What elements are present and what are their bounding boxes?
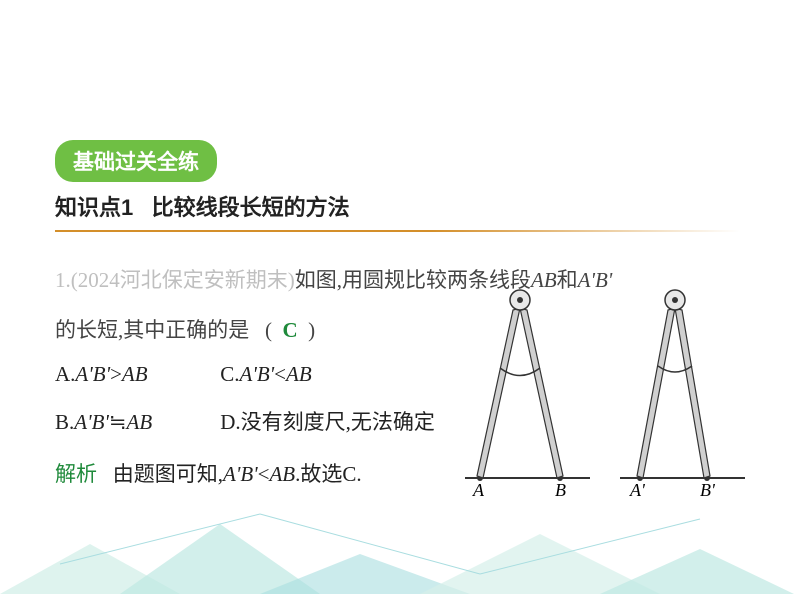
label-A: A	[472, 480, 485, 498]
analysis-label: 解析	[55, 463, 97, 486]
option-b: B.A'B'≒AB	[55, 398, 215, 446]
question-number: 1.	[55, 268, 71, 292]
opt-d-text: 没有刻度尺,无法确定	[241, 410, 435, 434]
label-Bprime: B'	[700, 480, 716, 498]
opt-b-rhs: AB	[127, 410, 153, 434]
opt-b-label: B.	[55, 410, 74, 434]
opt-b-rel: ≒	[109, 410, 127, 434]
section-badge: 基础过关全练	[55, 140, 217, 182]
knowledge-point-row: 知识点1 比较线段长短的方法	[55, 190, 739, 232]
right-compass: A' B'	[620, 290, 745, 498]
options-col-1: A.A'B'>AB B.A'B'≒AB	[55, 350, 215, 447]
answer-letter: C	[283, 318, 298, 342]
opt-c-lhs: A'B'	[240, 362, 275, 386]
opt-c-rel: <	[274, 362, 286, 386]
analysis-rel: <	[258, 462, 270, 486]
paren-close: )	[308, 318, 315, 342]
left-compass: A B	[465, 290, 590, 498]
section-badge-text: 基础过关全练	[73, 151, 199, 174]
analysis-row: 解析 由题图可知,A'B'<AB.故选C.	[55, 458, 362, 488]
kp-underline	[55, 230, 740, 232]
options-block: A.A'B'>AB B.A'B'≒AB C.A'B'<AB D.没有刻度尺,无法…	[55, 350, 435, 447]
opt-a-lhs: A'B'	[75, 362, 110, 386]
analysis-post: .故选C.	[295, 462, 362, 486]
label-Aprime: A'	[629, 480, 646, 498]
option-d: D.没有刻度尺,无法确定	[220, 398, 435, 446]
opt-a-rel: >	[110, 362, 122, 386]
analysis-lhs: A'B'	[223, 462, 258, 486]
opt-a-rhs: AB	[122, 362, 148, 386]
kp-text: 比较线段长短的方法	[152, 195, 350, 220]
opt-c-rhs: AB	[286, 362, 312, 386]
opt-c-label: C.	[220, 362, 239, 386]
analysis-pre: 由题图可知,	[113, 462, 223, 486]
opt-a-label: A.	[55, 362, 75, 386]
option-a: A.A'B'>AB	[55, 350, 215, 398]
question-source: (2024河北保定安新期末)	[71, 268, 295, 292]
knowledge-point-title: 知识点1 比较线段长短的方法	[55, 190, 739, 230]
background-decor	[0, 504, 794, 594]
compass-figure: A B A' B'	[465, 288, 755, 498]
kp-prefix: 知识点1	[55, 195, 133, 220]
opt-d-label: D.	[220, 410, 240, 434]
options-col-2: C.A'B'<AB D.没有刻度尺,无法确定	[220, 350, 435, 447]
opt-b-lhs: A'B'	[74, 410, 109, 434]
paren-open: (	[265, 318, 272, 342]
analysis-rhs: AB	[269, 462, 295, 486]
label-B: B	[555, 480, 566, 498]
option-c: C.A'B'<AB	[220, 350, 435, 398]
stem-part2: 的长短,其中正确的是	[55, 318, 249, 342]
